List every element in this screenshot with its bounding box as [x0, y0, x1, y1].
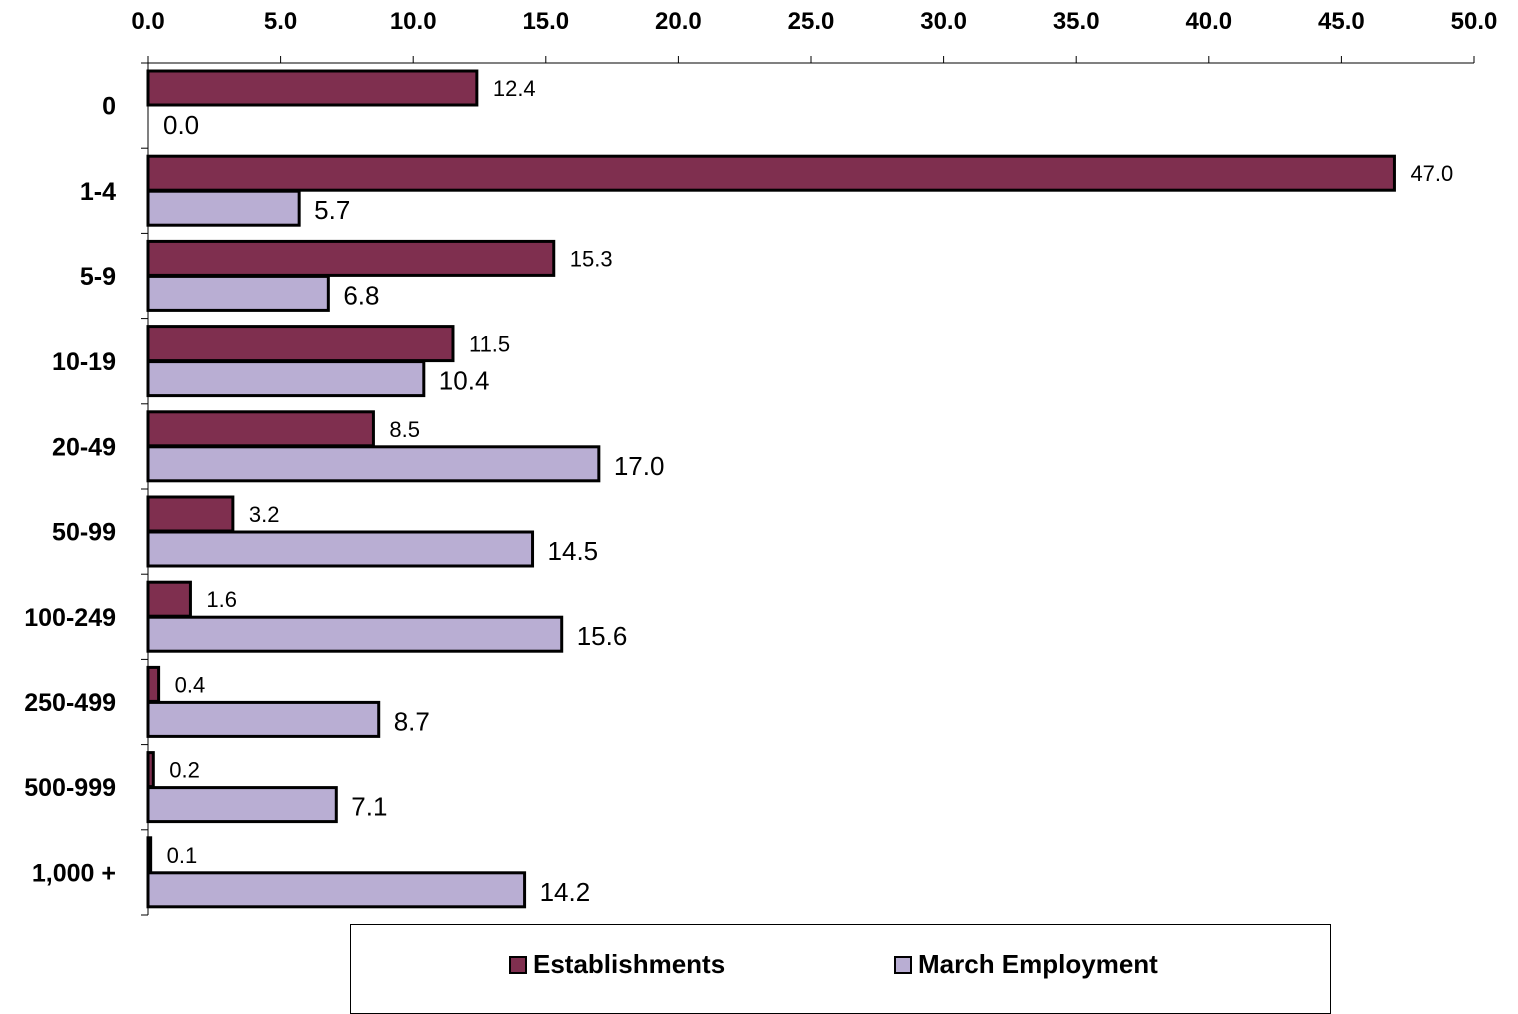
legend-label-march-employment: March Employment	[918, 949, 1158, 979]
data-label-march-employment: 14.2	[540, 877, 591, 907]
bar-establishments	[146, 836, 153, 874]
x-tick-label: 45.0	[1318, 8, 1365, 35]
bar-establishments	[146, 239, 556, 277]
x-tick-label: 25.0	[788, 8, 835, 35]
data-label-establishments: 0.4	[175, 672, 206, 697]
x-tick-label: 5.0	[264, 8, 297, 35]
data-label-march-employment: 0.0	[163, 110, 199, 140]
data-label-march-employment: 5.7	[314, 195, 350, 225]
legend-item-march-employment: March Employment	[894, 949, 1158, 980]
category-label: 50-99	[52, 519, 116, 547]
legend: Establishments March Employment	[350, 924, 1331, 1014]
category-label: 1,000 +	[32, 859, 116, 887]
data-label-establishments: 1.6	[206, 587, 237, 612]
bar-establishments	[146, 154, 1396, 192]
x-tick-label: 35.0	[1053, 8, 1100, 35]
bar-march-employment	[146, 445, 601, 483]
bar-march-employment	[146, 700, 381, 738]
bar-establishments	[146, 751, 155, 789]
bar-march-employment	[146, 615, 564, 653]
category-label: 5-9	[80, 263, 116, 291]
category-label: 1-4	[80, 178, 116, 206]
bar-establishments	[146, 410, 375, 448]
category-label: 250-499	[24, 689, 116, 717]
data-label-march-employment: 17.0	[614, 451, 665, 481]
x-tick-label: 50.0	[1451, 8, 1498, 35]
data-label-march-employment: 10.4	[439, 366, 490, 396]
x-tick-label: 40.0	[1185, 8, 1232, 35]
category-label: 100-249	[24, 604, 116, 632]
bar-establishments	[146, 69, 479, 107]
data-label-march-employment: 6.8	[343, 280, 379, 310]
bar-march-employment	[146, 871, 527, 909]
x-tick-label: 15.0	[522, 8, 569, 35]
bar-march-employment	[146, 274, 330, 312]
bar-establishments	[146, 325, 455, 363]
data-label-march-employment: 14.5	[548, 536, 599, 566]
x-tick-label: 20.0	[655, 8, 702, 35]
legend-swatch-march-employment	[894, 955, 912, 974]
bar-march-employment	[146, 530, 535, 568]
category-label: 10-19	[52, 348, 116, 376]
category-label: 0	[102, 93, 116, 121]
data-label-march-employment: 7.1	[351, 792, 387, 822]
data-label-march-employment: 8.7	[394, 706, 430, 736]
data-label-march-employment: 15.6	[577, 621, 628, 651]
x-tick-label: 0.0	[131, 8, 164, 35]
bar-establishments	[146, 580, 192, 618]
data-label-establishments: 12.4	[493, 76, 536, 101]
data-label-establishments: 11.5	[469, 332, 510, 357]
legend-item-establishments: Establishments	[509, 949, 725, 980]
data-label-establishments: 0.1	[167, 843, 198, 868]
data-label-establishments: 8.5	[389, 417, 420, 442]
bar-establishments	[146, 665, 161, 703]
category-label: 500-999	[24, 774, 116, 802]
data-label-establishments: 15.3	[570, 246, 613, 271]
x-tick-label: 10.0	[390, 8, 437, 35]
bar-march-employment	[146, 786, 338, 824]
category-label: 20-49	[52, 433, 116, 461]
legend-swatch-establishments	[509, 955, 527, 974]
bar-establishments	[146, 495, 235, 533]
bar-march-employment	[146, 360, 426, 398]
data-label-establishments: 3.2	[249, 502, 280, 527]
data-label-establishments: 0.2	[169, 758, 200, 783]
x-tick-label: 30.0	[920, 8, 967, 35]
legend-label-establishments: Establishments	[533, 949, 726, 979]
data-label-establishments: 47.0	[1410, 161, 1453, 186]
bar-march-employment	[146, 189, 301, 227]
